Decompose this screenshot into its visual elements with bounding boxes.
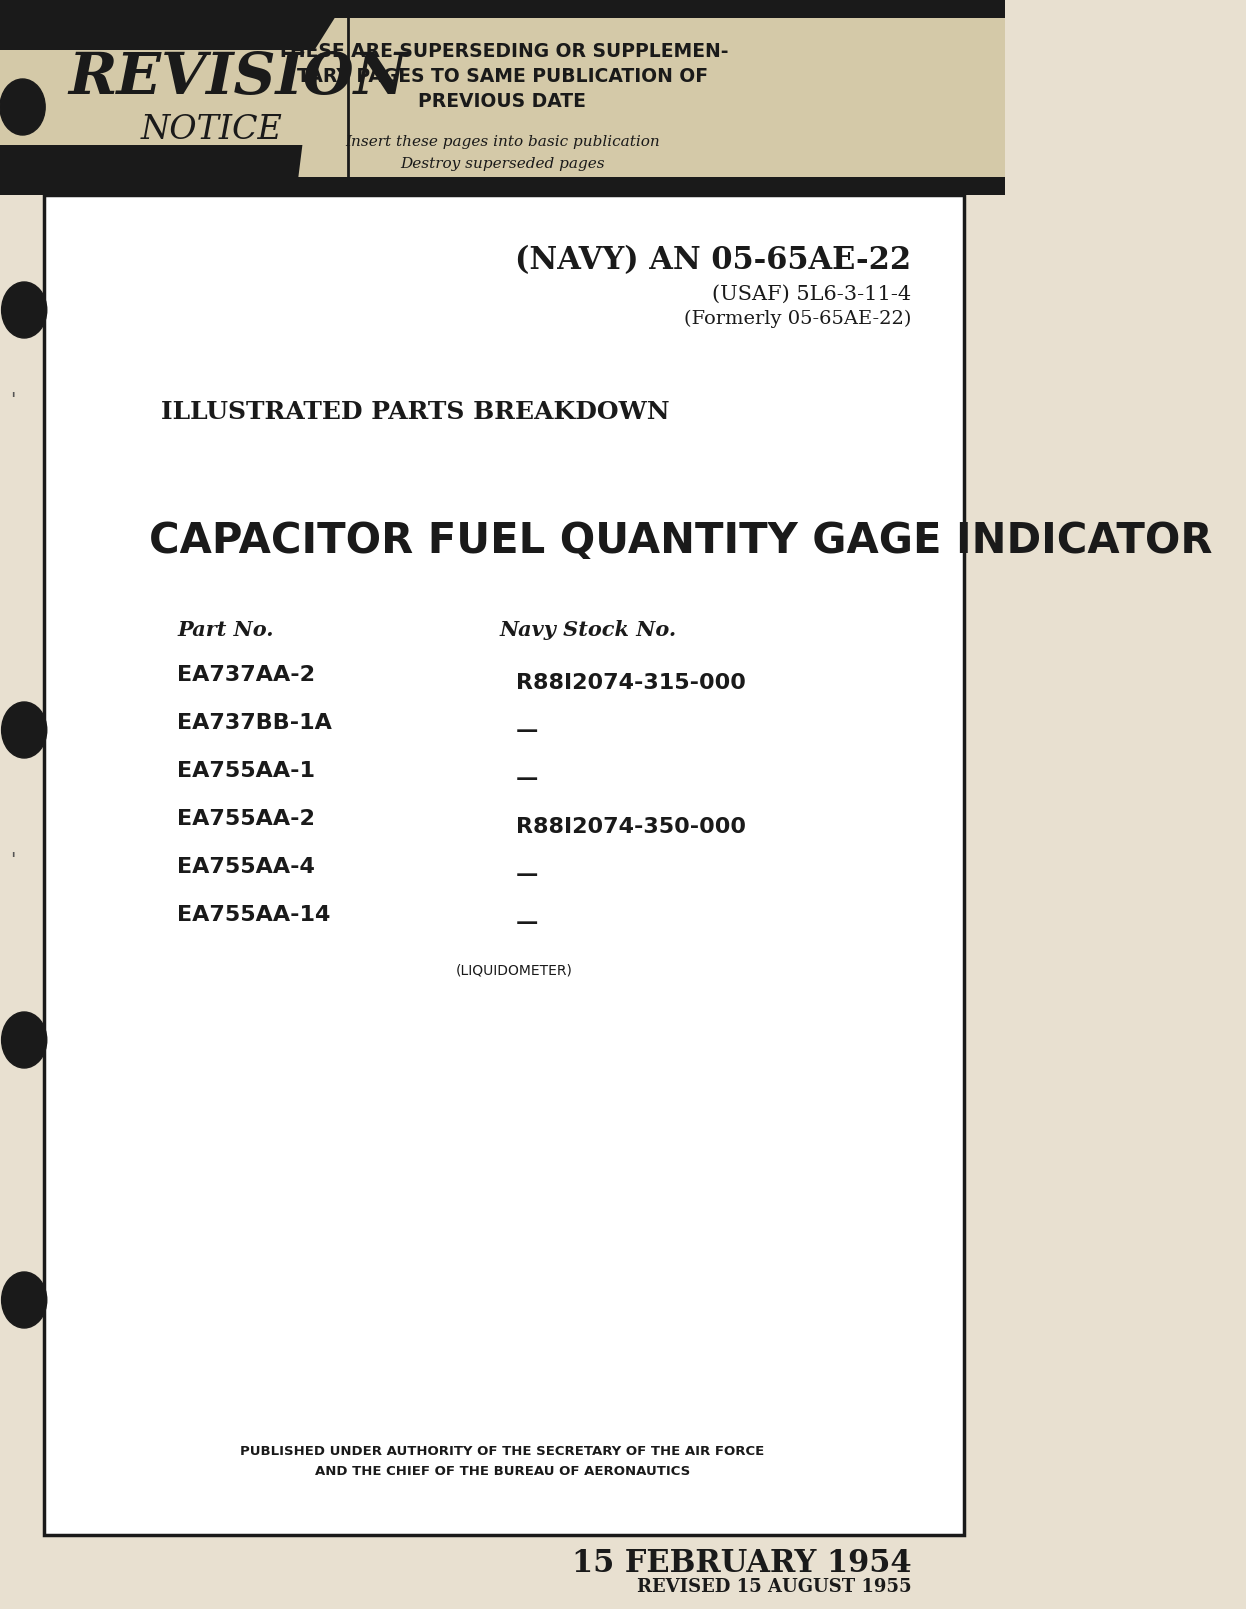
Text: EA755AA-4: EA755AA-4: [177, 858, 315, 877]
Text: Part No.: Part No.: [177, 619, 274, 640]
Text: Insert these pages into basic publication: Insert these pages into basic publicatio…: [345, 135, 660, 150]
Polygon shape: [0, 18, 335, 177]
Text: Navy Stock No.: Navy Stock No.: [500, 619, 677, 640]
Circle shape: [1, 1273, 47, 1327]
Bar: [45, 195, 963, 1535]
Text: (NAVY) AN 05-65AE-22: (NAVY) AN 05-65AE-22: [515, 245, 911, 277]
Text: EA755AA-14: EA755AA-14: [177, 904, 330, 925]
Polygon shape: [0, 145, 303, 177]
Text: CAPACITOR FUEL QUANTITY GAGE INDICATOR: CAPACITOR FUEL QUANTITY GAGE INDICATOR: [150, 520, 1212, 562]
Bar: [0, 0, 1004, 18]
Text: EA737AA-2: EA737AA-2: [177, 665, 315, 685]
Text: ILLUSTRATED PARTS BREAKDOWN: ILLUSTRATED PARTS BREAKDOWN: [161, 401, 670, 425]
Text: EA755AA-1: EA755AA-1: [177, 761, 315, 780]
Text: ': ': [10, 391, 15, 410]
Circle shape: [0, 79, 45, 135]
Text: 15 FEBRUARY 1954: 15 FEBRUARY 1954: [572, 1548, 911, 1578]
Text: (Formerly 05-65AE-22): (Formerly 05-65AE-22): [684, 311, 911, 328]
Text: —: —: [516, 721, 538, 742]
Text: (USAF) 5L6-3-11-4: (USAF) 5L6-3-11-4: [713, 285, 911, 304]
Text: Destroy superseded pages: Destroy superseded pages: [400, 158, 604, 171]
Bar: [0, 177, 1004, 195]
Polygon shape: [0, 18, 335, 50]
Text: AND THE CHIEF OF THE BUREAU OF AERONAUTICS: AND THE CHIEF OF THE BUREAU OF AERONAUTI…: [315, 1466, 690, 1479]
Text: —: —: [516, 769, 538, 788]
Bar: [0, 0, 1004, 195]
Text: EA755AA-2: EA755AA-2: [177, 809, 315, 829]
Text: EA737BB-1A: EA737BB-1A: [177, 713, 333, 734]
Text: ': ': [10, 851, 15, 869]
Text: PUBLISHED UNDER AUTHORITY OF THE SECRETARY OF THE AIR FORCE: PUBLISHED UNDER AUTHORITY OF THE SECRETA…: [240, 1445, 765, 1458]
Text: R88I2074-315-000: R88I2074-315-000: [516, 673, 746, 693]
Text: —: —: [516, 912, 538, 933]
Text: THESE ARE SUPERSEDING OR SUPPLEMEN-
TARY PAGES TO SAME PUBLICATION OF
PREVIOUS D: THESE ARE SUPERSEDING OR SUPPLEMEN- TARY…: [277, 42, 728, 111]
Text: —: —: [516, 866, 538, 885]
Circle shape: [1, 702, 47, 758]
Text: REVISED 15 AUGUST 1955: REVISED 15 AUGUST 1955: [637, 1578, 911, 1596]
Text: REVISION: REVISION: [69, 50, 407, 106]
Text: (LIQUIDOMETER): (LIQUIDOMETER): [456, 964, 572, 977]
Circle shape: [1, 282, 47, 338]
Text: NOTICE: NOTICE: [141, 114, 283, 146]
Text: R88I2074-350-000: R88I2074-350-000: [516, 817, 746, 837]
Circle shape: [1, 1012, 47, 1068]
